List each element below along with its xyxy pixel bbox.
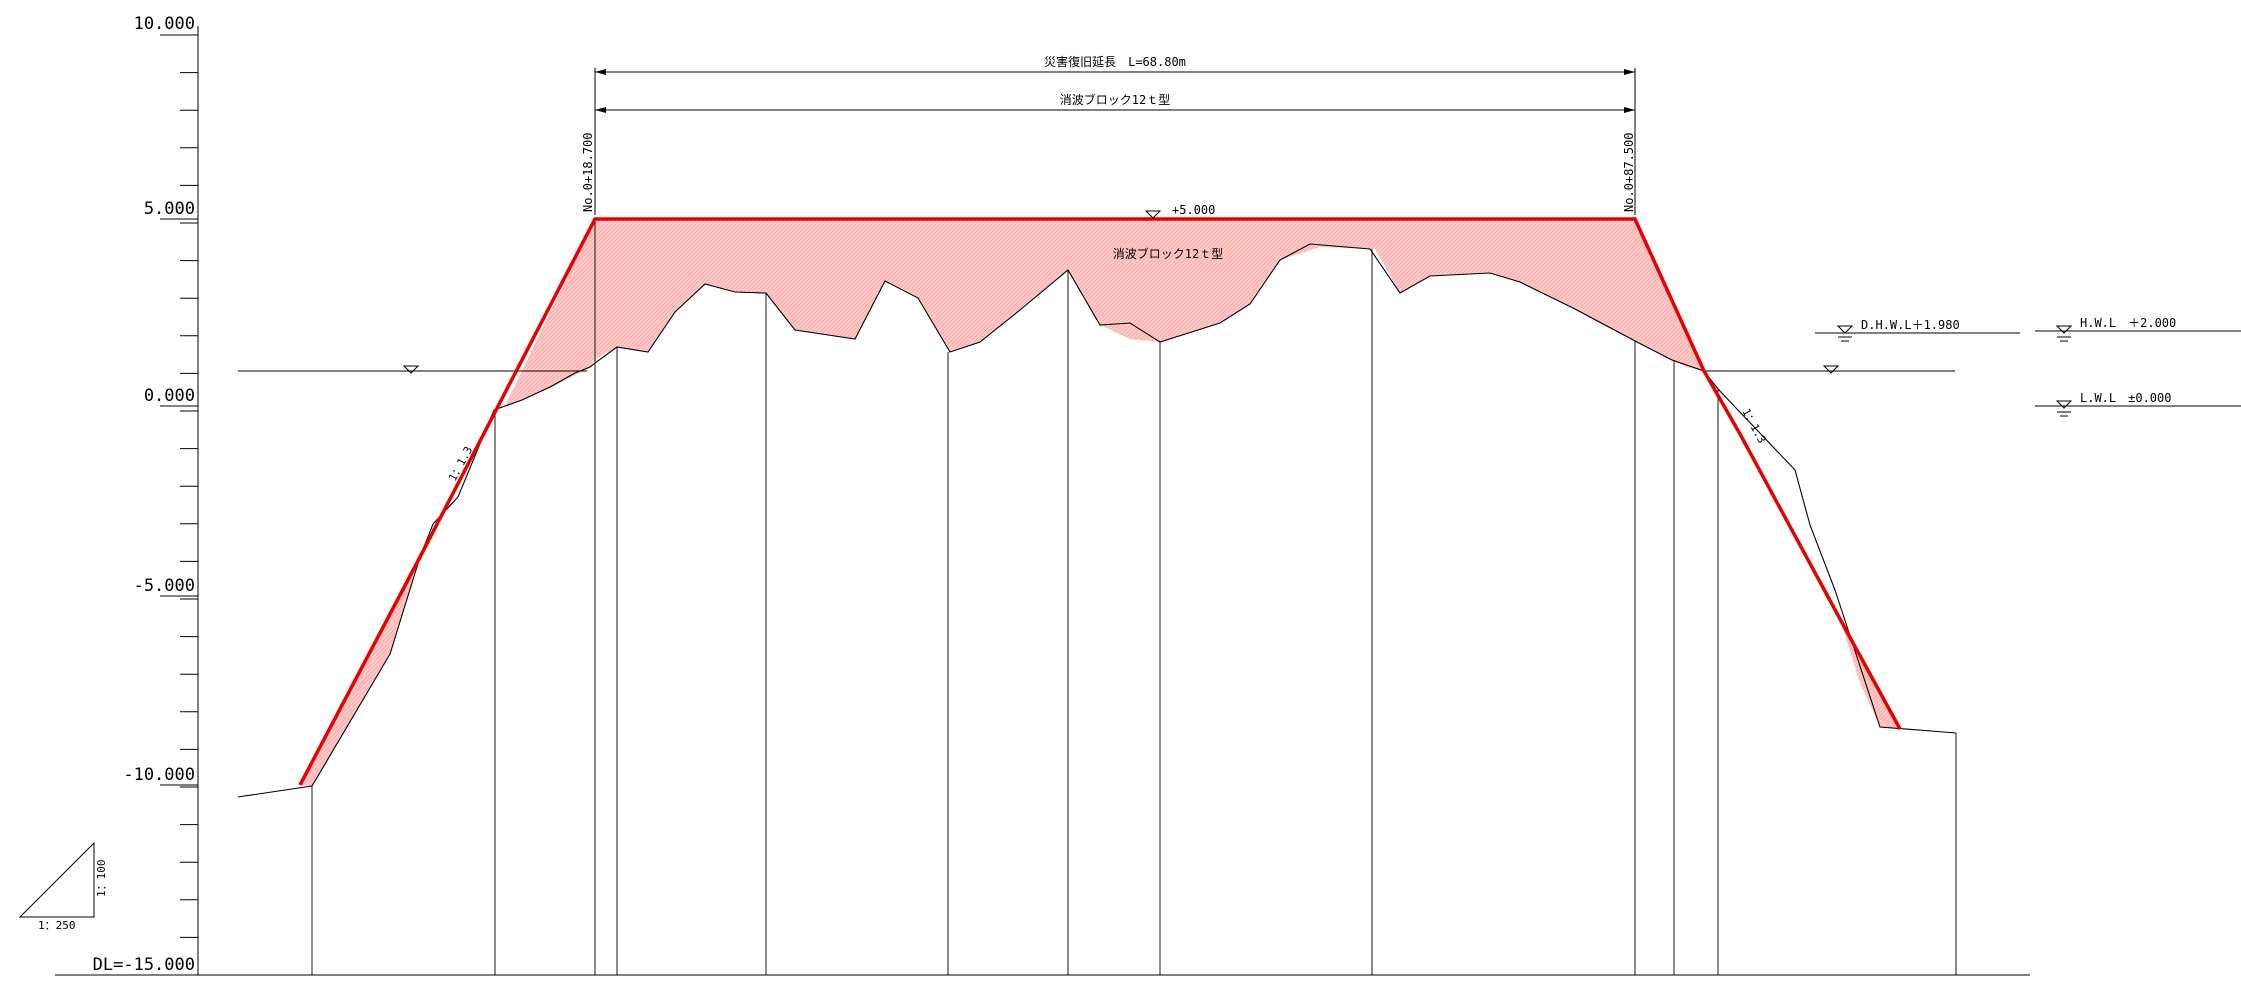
scale-horizontal-label: 1：250 xyxy=(38,919,76,932)
station-end-label: No.0+87.500 xyxy=(1622,133,1636,212)
dhwl-label: D.H.W.L＋1.980 xyxy=(1861,318,1960,332)
minor-ticks xyxy=(180,34,198,976)
station-lines xyxy=(311,219,1957,975)
hwl-marker: H.W.L ＋2.000 xyxy=(2035,316,2241,342)
lwl-label: L.W.L ±0.000 xyxy=(2080,391,2171,405)
water-level-marker-right xyxy=(1822,365,1840,374)
scale-vertical-label: 1：100 xyxy=(95,860,108,898)
tick-label-5: 5.000 xyxy=(144,199,195,219)
block-type-label: 消波ブロック12ｔ型 xyxy=(1060,92,1170,107)
slope-label-left: 1：1.3 xyxy=(446,444,475,483)
tick-label-minus10: -10.000 xyxy=(123,765,195,785)
station-start-label: No.0+18.700 xyxy=(581,133,595,212)
datum-label: DL=-15.000 xyxy=(93,955,195,975)
design-section-line xyxy=(298,217,1902,786)
block-fill-area xyxy=(505,219,1704,406)
water-level-marker-left xyxy=(402,365,420,374)
hwl-label: H.W.L ＋2.000 xyxy=(2080,316,2176,330)
crest-elevation-marker: +5.000 xyxy=(1144,203,1215,219)
tick-label-10: 10.000 xyxy=(134,14,195,34)
restoration-length-label: 災害復旧延長 L=68.80m xyxy=(1044,54,1186,69)
fill-area-label: 消波ブロック12ｔ型 xyxy=(1113,246,1223,261)
tick-label-minus5: -5.000 xyxy=(134,576,195,596)
tick-label-0: 0.000 xyxy=(144,386,195,406)
lwl-marker: L.W.L ±0.000 xyxy=(2035,391,2241,417)
dhwl-marker: D.H.W.L＋1.980 xyxy=(1815,318,2020,342)
crest-elevation-label: +5.000 xyxy=(1172,203,1215,217)
ground-profile xyxy=(237,243,1957,798)
elevation-axis: 10.000 5.000 0.000 -5.000 -10.000 DL=-15… xyxy=(93,14,199,976)
dimension-block-type: 消波ブロック12ｔ型 xyxy=(595,92,1635,113)
dimension-restoration-length: 災害復旧延長 L=68.80m xyxy=(594,54,1636,215)
scale-triangle: 1：250 1：100 xyxy=(18,841,108,932)
